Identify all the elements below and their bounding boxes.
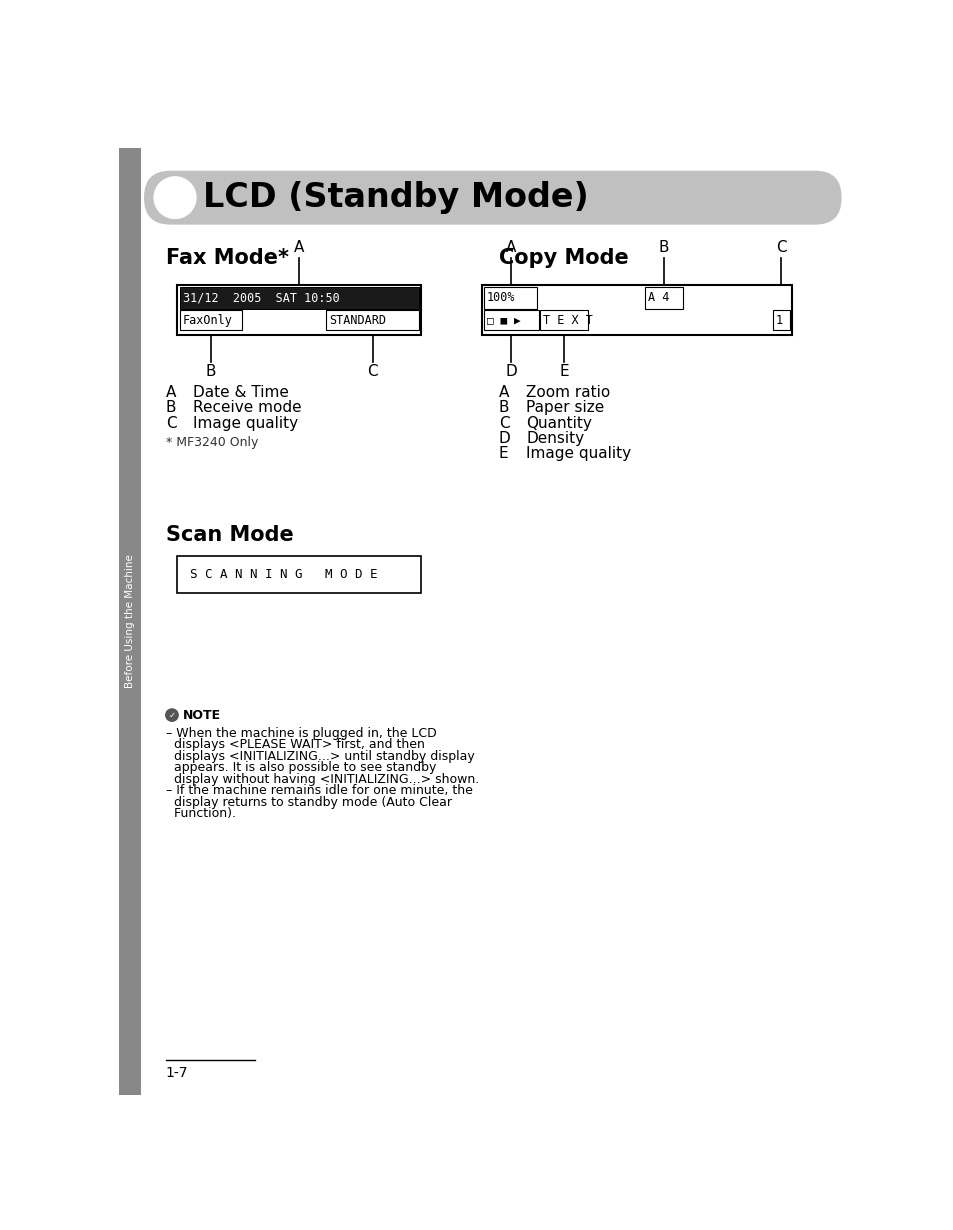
Bar — [772, 310, 789, 330]
Text: Fax Mode*: Fax Mode* — [166, 247, 289, 268]
Text: displays <PLEASE WAIT> first, and then: displays <PLEASE WAIT> first, and then — [166, 738, 424, 752]
Text: 31/12  2005  SAT 10:50: 31/12 2005 SAT 10:50 — [183, 292, 339, 304]
FancyBboxPatch shape — [144, 171, 841, 225]
Text: LCD (Standby Mode): LCD (Standby Mode) — [203, 181, 588, 214]
Text: 1-7: 1-7 — [166, 1066, 188, 1080]
Text: – When the machine is plugged in, the LCD: – When the machine is plugged in, the LC… — [166, 727, 436, 739]
Text: C: C — [166, 416, 176, 430]
Text: display without having <INITIALIZING...> shown.: display without having <INITIALIZING...>… — [166, 772, 478, 786]
Text: B: B — [659, 240, 669, 256]
Text: NOTE: NOTE — [183, 708, 221, 722]
Bar — [177, 284, 421, 335]
Text: Quantity: Quantity — [525, 416, 592, 430]
Text: Before Using the Machine: Before Using the Machine — [125, 555, 135, 688]
Text: C: C — [775, 240, 785, 256]
Text: display returns to standby mode (Auto Clear: display returns to standby mode (Auto Cl… — [166, 796, 452, 809]
Text: Scan Mode: Scan Mode — [166, 525, 294, 545]
Text: STANDARD: STANDARD — [329, 314, 386, 327]
Text: S C A N N I N G   M O D E: S C A N N I N G M O D E — [190, 568, 376, 581]
Bar — [179, 287, 418, 309]
Bar — [484, 310, 537, 330]
Text: C: C — [367, 364, 377, 379]
Text: – If the machine remains idle for one minute, the: – If the machine remains idle for one mi… — [166, 785, 472, 797]
Text: A: A — [498, 385, 509, 400]
Circle shape — [166, 708, 178, 721]
Text: Date & Time: Date & Time — [193, 385, 289, 400]
Text: A 4: A 4 — [647, 292, 668, 304]
Text: T E X T: T E X T — [542, 314, 593, 327]
Text: A: A — [505, 240, 516, 256]
Bar — [481, 284, 791, 335]
Text: ✓: ✓ — [169, 711, 175, 720]
Text: Image quality: Image quality — [193, 416, 297, 430]
Bar — [179, 310, 241, 330]
Text: A: A — [294, 240, 304, 256]
Text: B: B — [166, 400, 176, 416]
Text: B: B — [205, 364, 215, 379]
Bar — [644, 287, 682, 309]
Bar — [119, 148, 141, 1095]
Text: B: B — [498, 400, 509, 416]
Text: D: D — [498, 430, 510, 446]
Text: Zoom ratio: Zoom ratio — [525, 385, 610, 400]
Text: A: A — [166, 385, 176, 400]
Bar — [177, 556, 421, 593]
Text: E: E — [498, 446, 508, 461]
Text: * MF3240 Only: * MF3240 Only — [166, 435, 258, 449]
Text: Copy Mode: Copy Mode — [498, 247, 628, 268]
Text: Function).: Function). — [166, 807, 235, 820]
Bar — [539, 310, 587, 330]
Bar — [484, 287, 537, 309]
Text: appears. It is also possible to see standby: appears. It is also possible to see stan… — [166, 761, 436, 775]
Text: FaxOnly: FaxOnly — [183, 314, 233, 327]
Text: 1: 1 — [775, 314, 782, 327]
Text: 100%: 100% — [486, 292, 515, 304]
Bar — [326, 310, 418, 330]
Text: □ ■ ▶: □ ■ ▶ — [486, 315, 519, 325]
Text: E: E — [558, 364, 568, 379]
Text: D: D — [505, 364, 517, 379]
Text: Receive mode: Receive mode — [193, 400, 301, 416]
Text: C: C — [498, 416, 509, 430]
Text: Density: Density — [525, 430, 583, 446]
Text: displays <INITIALIZING...> until standby display: displays <INITIALIZING...> until standby… — [166, 750, 474, 763]
Circle shape — [154, 177, 195, 219]
Text: Paper size: Paper size — [525, 400, 604, 416]
Text: Image quality: Image quality — [525, 446, 631, 461]
